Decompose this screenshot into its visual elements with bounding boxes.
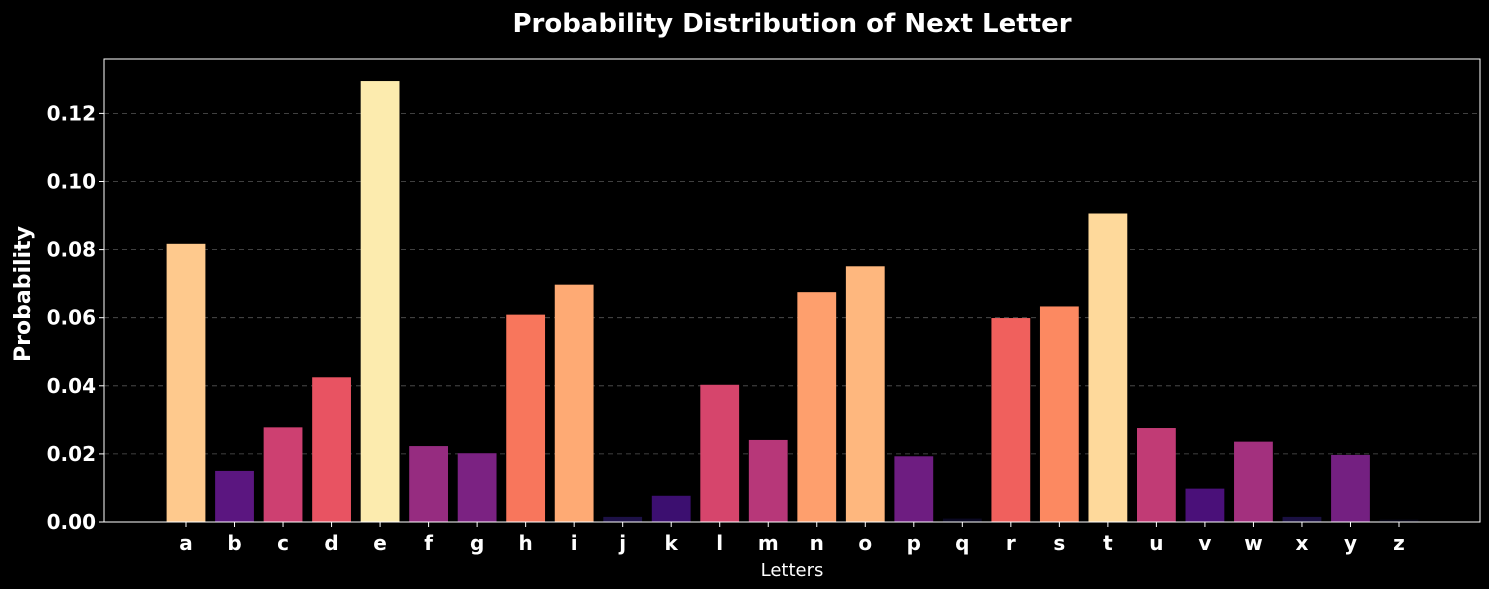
chart-title: Probability Distribution of Next Letter [512,9,1071,39]
x-tick-label-x: x [1296,531,1309,555]
bar-g [457,453,497,522]
y-tick-label: 0.10 [47,170,96,194]
x-tick-label-v: v [1198,531,1211,555]
x-tick-label-q: q [955,531,969,555]
x-tick-label-y: y [1344,531,1357,555]
bar-x [1282,516,1322,522]
x-tick-label-j: j [618,531,626,555]
x-tick-label-m: m [758,531,779,555]
x-tick-label-n: n [810,531,824,555]
bar-k [651,495,691,522]
bar-d [312,377,351,522]
y-axis-ticks: 0.00 0.02 0.04 0.06 0.08 0.10 0.12 [47,101,104,534]
bar-z [1379,519,1419,522]
plot-frame [103,58,1481,523]
y-axis-label: Probability [11,226,36,362]
x-tick-label-r: r [1006,531,1016,555]
bar-l [700,384,740,522]
x-tick-label-d: d [324,531,338,555]
gridlines [104,113,1480,455]
x-tick-label-t: t [1103,531,1113,555]
bar-r [991,318,1031,522]
y-tick-label: 0.06 [47,306,96,330]
bar-b [215,470,254,522]
x-tick-label-b: b [227,531,241,555]
bars [166,81,1419,523]
y-tick-label: 0.04 [47,374,96,398]
bar-t [1088,213,1128,522]
y-tick-label: 0.00 [47,510,96,534]
y-tick-label: 0.08 [47,238,96,262]
x-tick-label-u: u [1149,531,1163,555]
bar-v [1185,488,1225,522]
bar-q [942,518,982,522]
x-tick-label-e: e [373,531,387,555]
bar-h [506,314,546,522]
x-tick-label-i: i [571,531,578,555]
bar-n [797,292,837,522]
x-tick-label-k: k [665,531,679,555]
bar-s [1039,306,1079,522]
bar-a [166,243,206,522]
x-tick-label-s: s [1053,531,1065,555]
x-tick-label-c: c [277,531,289,555]
bar-j [603,516,643,522]
x-tick-label-l: l [716,531,723,555]
x-tick-label-w: w [1244,531,1262,555]
x-tick-label-h: h [519,531,533,555]
x-axis-ticks: a b c d e f g h i j k l m n o p q r s t u v w x y z [179,522,1405,555]
bar-c [263,427,303,522]
x-tick-label-a: a [179,531,193,555]
x-tick-label-o: o [858,531,872,555]
bar-p [894,456,934,522]
x-axis-label: Letters [761,560,824,581]
bar-w [1234,441,1273,522]
x-tick-label-p: p [907,531,921,555]
bar-o [845,266,885,522]
bar-f [409,446,448,522]
bar-m [748,439,788,522]
x-tick-label-f: f [424,531,433,555]
bar-u [1137,428,1176,522]
bar-y [1331,454,1370,522]
x-tick-label-g: g [470,531,484,555]
y-tick-label: 0.02 [47,442,96,466]
x-tick-label-z: z [1393,531,1405,555]
bar-e [360,81,400,523]
y-tick-label: 0.12 [47,101,96,125]
bar-i [554,284,594,522]
